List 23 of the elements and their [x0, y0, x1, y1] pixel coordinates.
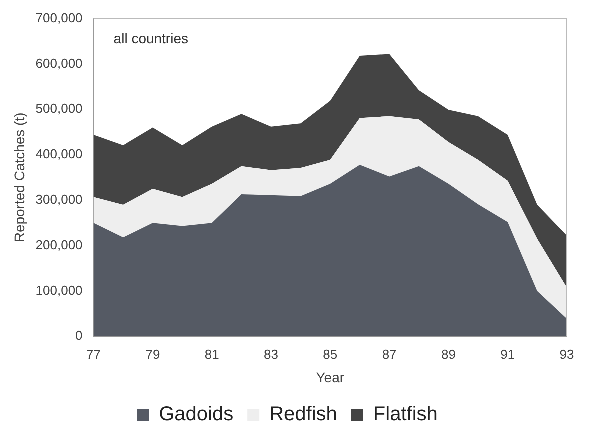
legend-label: Gadoids: [159, 404, 234, 426]
x-tick-label: 77: [86, 346, 102, 362]
x-tick-label: 85: [323, 346, 338, 362]
legend-label: Redfish: [270, 404, 338, 426]
y-tick-label: 300,000: [36, 192, 83, 207]
y-tick-label: 0: [76, 328, 83, 344]
x-tick-label: 81: [204, 346, 220, 362]
x-tick-label: 91: [500, 346, 516, 362]
y-tick-label: 400,000: [36, 146, 83, 162]
annotation: all countries: [114, 30, 188, 47]
x-tick-label: 79: [146, 346, 160, 362]
x-axis-title: Year: [316, 369, 345, 386]
y-axis-title: Reported Catches (t): [11, 112, 28, 243]
x-tick-label: 87: [382, 346, 397, 362]
x-tick-label: 83: [264, 346, 278, 362]
legend-label: Flatfish: [373, 404, 438, 426]
x-tick-label: 89: [441, 346, 456, 362]
y-tick-label: 500,000: [36, 101, 83, 116]
x-tick-label: 93: [560, 346, 574, 362]
y-tick-label: 700,000: [36, 10, 83, 26]
y-tick-label: 600,000: [36, 56, 83, 71]
y-tick-label: 100,000: [36, 282, 83, 298]
y-tick-label: 200,000: [36, 237, 83, 252]
